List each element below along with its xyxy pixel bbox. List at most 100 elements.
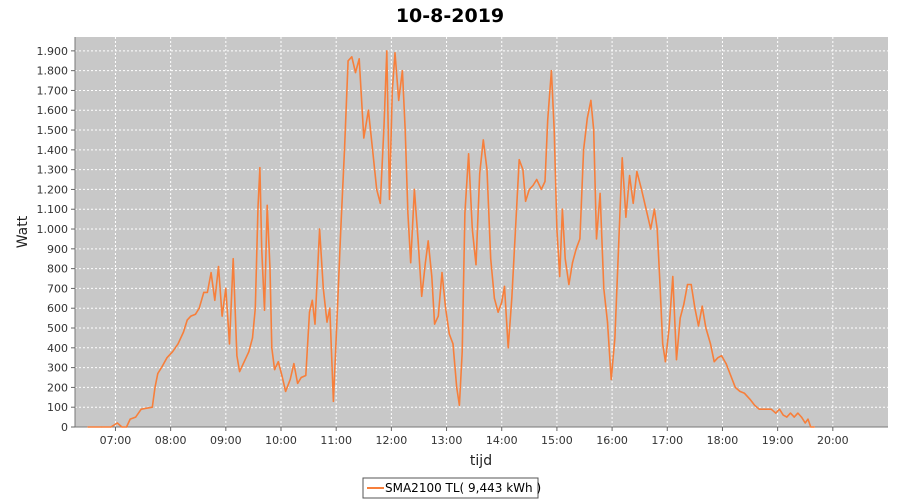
data-point (656, 228, 658, 230)
data-point (690, 283, 692, 286)
x-axis-ticks: 07:00 08:00 09:00 10:00 11:00 12:00 13:00 14:00… (100, 427, 849, 447)
data-point (621, 157, 623, 159)
x-tick-label: 16:00 (596, 434, 628, 447)
y-tick-label: 300 (47, 362, 68, 375)
data-point (259, 167, 261, 169)
data-point (214, 299, 216, 301)
data-point (514, 228, 517, 230)
data-point (441, 272, 443, 274)
data-point (471, 228, 473, 230)
data-point (146, 407, 148, 409)
data-point (653, 208, 656, 210)
data-point (725, 363, 727, 365)
data-point (281, 374, 283, 377)
x-tick-label: 17:00 (651, 434, 683, 447)
data-point (536, 178, 538, 181)
data-point (789, 412, 792, 414)
data-point (261, 248, 263, 250)
data-point (456, 386, 458, 388)
data-point (662, 343, 664, 345)
data-point (556, 228, 558, 230)
data-point (511, 297, 513, 299)
data-point (87, 426, 89, 428)
data-point (129, 418, 131, 420)
y-tick-label: 500 (47, 322, 68, 335)
data-point (254, 307, 256, 309)
data-point (518, 159, 520, 161)
data-point (475, 264, 477, 266)
x-tick-label: 15:00 (541, 434, 573, 447)
data-point (679, 317, 681, 319)
data-point (629, 175, 631, 177)
data-point (593, 129, 595, 131)
data-point (452, 343, 454, 345)
data-point (650, 228, 652, 230)
data-point (354, 72, 357, 74)
data-point (125, 426, 128, 428)
data-point (431, 275, 433, 278)
data-point (610, 378, 612, 381)
x-tick-label: 10:00 (265, 434, 297, 447)
data-point (754, 404, 756, 406)
data-point (775, 412, 777, 414)
x-tick-label: 14:00 (486, 434, 518, 447)
x-tick-label: 20:00 (817, 434, 849, 447)
data-point (617, 248, 620, 250)
data-point (525, 200, 527, 202)
data-point (427, 240, 429, 242)
data-point (632, 202, 634, 204)
axes (74, 37, 888, 428)
data-point (734, 386, 736, 388)
y-tick-label: 1.200 (37, 183, 69, 196)
data-point (813, 426, 816, 428)
data-point (636, 171, 638, 173)
data-point (675, 359, 678, 361)
x-tick-label: 09:00 (210, 434, 242, 447)
data-point (332, 400, 334, 402)
data-point (579, 238, 581, 240)
data-point (347, 60, 349, 62)
data-point (340, 228, 342, 230)
data-point (445, 307, 447, 309)
data-point (206, 291, 208, 293)
y-tick-label: 100 (47, 401, 68, 414)
data-point (503, 285, 506, 287)
data-point (668, 327, 670, 329)
data-point (372, 153, 374, 155)
y-tick-label: 800 (47, 263, 68, 276)
data-point (421, 295, 423, 297)
data-point (486, 169, 488, 171)
data-point (101, 426, 103, 428)
data-point (603, 287, 605, 289)
data-point (544, 180, 546, 183)
data-point (479, 173, 481, 175)
data-point (413, 188, 415, 190)
data-point (263, 309, 266, 311)
data-point (705, 327, 707, 329)
data-point (297, 382, 299, 384)
data-point (225, 287, 227, 289)
data-point (376, 188, 378, 190)
data-point (720, 355, 723, 357)
data-point (448, 333, 450, 335)
data-point (522, 169, 524, 171)
data-point (358, 58, 360, 60)
data-point (243, 361, 245, 363)
data-point (116, 422, 118, 424)
grid-lines (75, 37, 888, 427)
data-point (664, 361, 667, 363)
data-point (217, 266, 220, 268)
y-tick-label: 700 (47, 282, 68, 295)
data-point (659, 281, 661, 284)
data-point (550, 70, 553, 72)
y-tick-label: 1.600 (37, 104, 69, 117)
data-point (326, 321, 328, 323)
data-point (749, 398, 751, 400)
data-point (765, 408, 767, 410)
data-point (154, 386, 156, 388)
data-point (322, 287, 324, 289)
data-point (672, 275, 674, 278)
y-tick-label: 600 (47, 302, 68, 315)
data-point (239, 371, 241, 373)
